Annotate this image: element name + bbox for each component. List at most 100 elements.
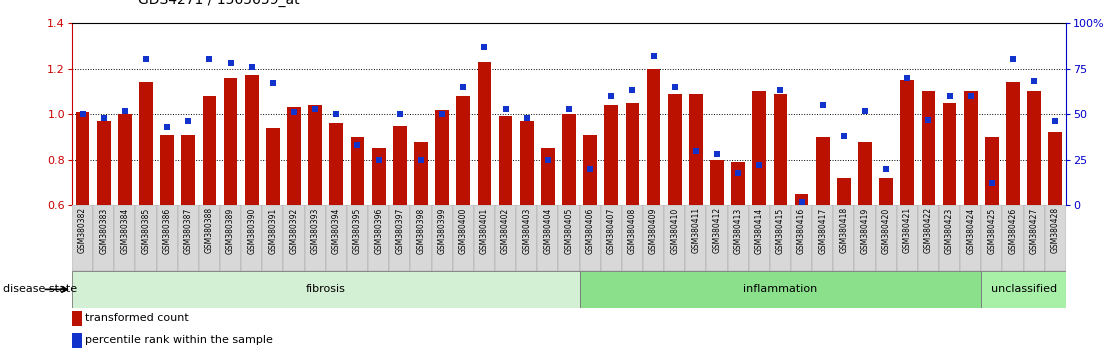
Bar — [710, 160, 724, 205]
Bar — [562, 114, 576, 205]
Bar — [72, 205, 93, 271]
Point — [496, 106, 514, 112]
Text: GSM380417: GSM380417 — [818, 207, 828, 253]
Text: GSM380392: GSM380392 — [289, 207, 298, 253]
Point — [729, 170, 747, 175]
Point — [116, 108, 134, 113]
Point — [243, 64, 260, 70]
Text: GSM380398: GSM380398 — [417, 207, 425, 253]
Point — [370, 157, 388, 162]
Bar — [943, 103, 956, 205]
Bar — [541, 148, 555, 205]
Point — [95, 115, 113, 121]
Bar — [242, 205, 263, 271]
Bar — [499, 116, 512, 205]
Bar — [558, 205, 579, 271]
Point — [1025, 79, 1043, 84]
Bar — [668, 94, 681, 205]
Bar — [135, 205, 156, 271]
Bar — [266, 128, 280, 205]
Text: GSM380390: GSM380390 — [247, 207, 256, 254]
Point — [328, 111, 346, 117]
Text: GSM380400: GSM380400 — [459, 207, 468, 254]
Bar — [901, 80, 914, 205]
Point — [285, 109, 302, 115]
Text: GSM380421: GSM380421 — [903, 207, 912, 253]
Bar — [922, 91, 935, 205]
Bar — [1048, 132, 1063, 205]
Bar — [156, 205, 177, 271]
Point — [264, 80, 281, 86]
Bar — [72, 333, 82, 348]
Text: GSM380385: GSM380385 — [142, 207, 151, 253]
Bar — [579, 205, 601, 271]
Bar — [982, 271, 1066, 308]
Bar — [393, 126, 407, 205]
Bar — [731, 162, 745, 205]
Point — [1046, 119, 1064, 124]
Bar — [833, 205, 854, 271]
Text: GSM380414: GSM380414 — [755, 207, 763, 253]
Bar — [749, 205, 770, 271]
Point — [454, 84, 472, 90]
Point — [582, 166, 599, 172]
Bar — [664, 205, 685, 271]
Text: GSM380383: GSM380383 — [100, 207, 109, 253]
Bar — [854, 205, 875, 271]
Text: transformed count: transformed count — [85, 313, 189, 323]
Text: GSM380397: GSM380397 — [396, 207, 404, 254]
Bar — [707, 205, 728, 271]
Bar — [982, 205, 1003, 271]
Bar — [1027, 91, 1042, 205]
Point — [941, 93, 958, 99]
Bar — [1024, 205, 1045, 271]
Text: fibrosis: fibrosis — [306, 284, 346, 295]
Bar — [685, 205, 707, 271]
Point — [666, 84, 684, 90]
Bar — [220, 205, 242, 271]
Bar — [626, 103, 639, 205]
Bar — [435, 110, 449, 205]
Bar — [75, 112, 90, 205]
Bar — [985, 137, 998, 205]
Text: GSM380415: GSM380415 — [776, 207, 784, 253]
Text: GSM380427: GSM380427 — [1029, 207, 1038, 253]
Bar — [456, 96, 470, 205]
Text: GSM380425: GSM380425 — [987, 207, 996, 253]
Text: GSM380395: GSM380395 — [353, 207, 362, 254]
Point — [920, 117, 937, 122]
Bar — [647, 69, 660, 205]
Text: GSM380396: GSM380396 — [375, 207, 383, 254]
Bar — [368, 205, 389, 271]
Text: GSM380404: GSM380404 — [543, 207, 552, 254]
Point — [74, 111, 92, 117]
Bar — [182, 135, 195, 205]
Bar — [794, 194, 809, 205]
Bar — [516, 205, 537, 271]
Bar — [72, 310, 82, 326]
Point — [708, 152, 726, 157]
Text: inflammation: inflammation — [743, 284, 818, 295]
Point — [814, 102, 832, 108]
Text: GSM380408: GSM380408 — [628, 207, 637, 253]
Bar — [728, 205, 749, 271]
Text: GSM380422: GSM380422 — [924, 207, 933, 253]
Bar — [837, 178, 851, 205]
Point — [433, 111, 451, 117]
Bar — [938, 205, 961, 271]
Point — [349, 142, 367, 148]
Bar — [917, 205, 938, 271]
Point — [771, 88, 789, 93]
Text: GSM380401: GSM380401 — [480, 207, 489, 253]
Bar — [389, 205, 410, 271]
Bar — [583, 135, 597, 205]
Point — [835, 133, 853, 139]
Text: GSM380403: GSM380403 — [522, 207, 531, 254]
Bar — [114, 205, 135, 271]
Bar — [579, 271, 982, 308]
Point — [560, 106, 578, 112]
Bar — [199, 205, 220, 271]
Point — [856, 108, 874, 113]
Bar — [1006, 82, 1019, 205]
Bar — [263, 205, 284, 271]
